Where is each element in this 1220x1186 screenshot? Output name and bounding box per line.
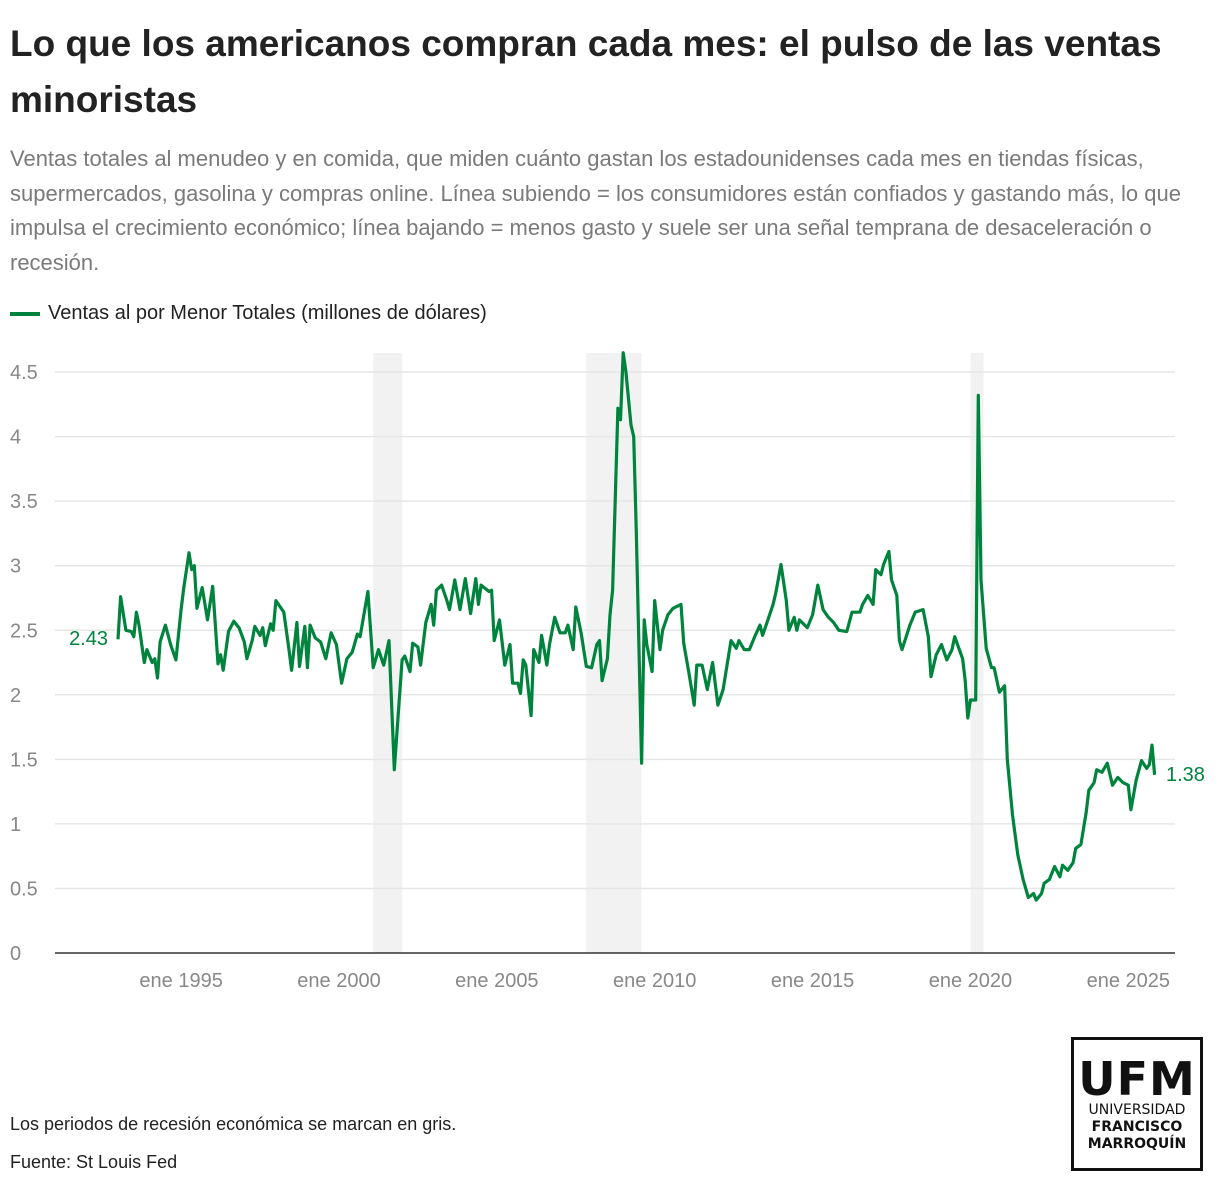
last-value-label: 1.38 [1166, 764, 1205, 786]
legend-label: Ventas al por Menor Totales (millones de… [48, 302, 487, 324]
gridlines [55, 371, 1175, 890]
y-tick-label: 4 [10, 427, 21, 449]
y-tick-label: 3.5 [10, 491, 38, 513]
source-note: Fuente: St Louis Fed [10, 1152, 178, 1172]
y-tick-label: 1.5 [10, 749, 38, 771]
x-tick-label: ene 2000 [297, 970, 380, 992]
legend: Ventas al por Menor Totales (millones de… [10, 302, 487, 325]
recession-bands [373, 353, 984, 953]
recession-note: Los periodos de recesión económica se ma… [10, 1114, 457, 1134]
y-tick-label: 0.5 [10, 878, 38, 900]
y-tick-label: 0 [10, 943, 21, 965]
logo-line-1: UNIVERSIDAD [1088, 1102, 1186, 1118]
logo-mark: UFM [1078, 1052, 1196, 1106]
chart-subtitle: Ventas totales al menudeo y en comida, q… [10, 146, 1181, 275]
y-axis-ticks: 0 0.5 1 1.5 2 2.5 3 3.5 4 4.5 [10, 362, 38, 965]
x-axis-ticks: ene 1995 ene 2000 ene 2005 ene 2010 ene 2015… [139, 970, 1170, 992]
y-tick-label: 3 [10, 556, 21, 578]
x-tick-label: ene 1995 [139, 970, 222, 992]
ufm-logo: UFM UNIVERSIDAD FRANCISCO MARROQUÍN [1071, 1037, 1203, 1171]
x-tick-label: ene 2005 [455, 970, 538, 992]
x-tick-label: ene 2010 [613, 970, 696, 992]
logo-line-2: FRANCISCO [1091, 1119, 1183, 1135]
x-tick-label: ene 2020 [929, 970, 1012, 992]
line-chart: 00.511.522.533.544.5 ene 1995 ene 2000 ene… [10, 351, 1205, 992]
x-tick-label: ene 2015 [771, 970, 854, 992]
x-tick-label: ene 2025 [1087, 970, 1170, 992]
first-value-label: 2.43 [69, 628, 108, 650]
legend-swatch [10, 311, 40, 316]
chart-title: Lo que los americanos compran cada mes: … [10, 23, 1162, 120]
logo-line-3: MARROQUÍN [1087, 1136, 1187, 1152]
y-tick-label: 2.5 [10, 620, 38, 642]
y-tick-label: 2 [10, 685, 21, 707]
y-tick-label: 1 [10, 814, 21, 836]
y-tick-label: 4.5 [10, 362, 38, 384]
series-line [116, 351, 1157, 902]
